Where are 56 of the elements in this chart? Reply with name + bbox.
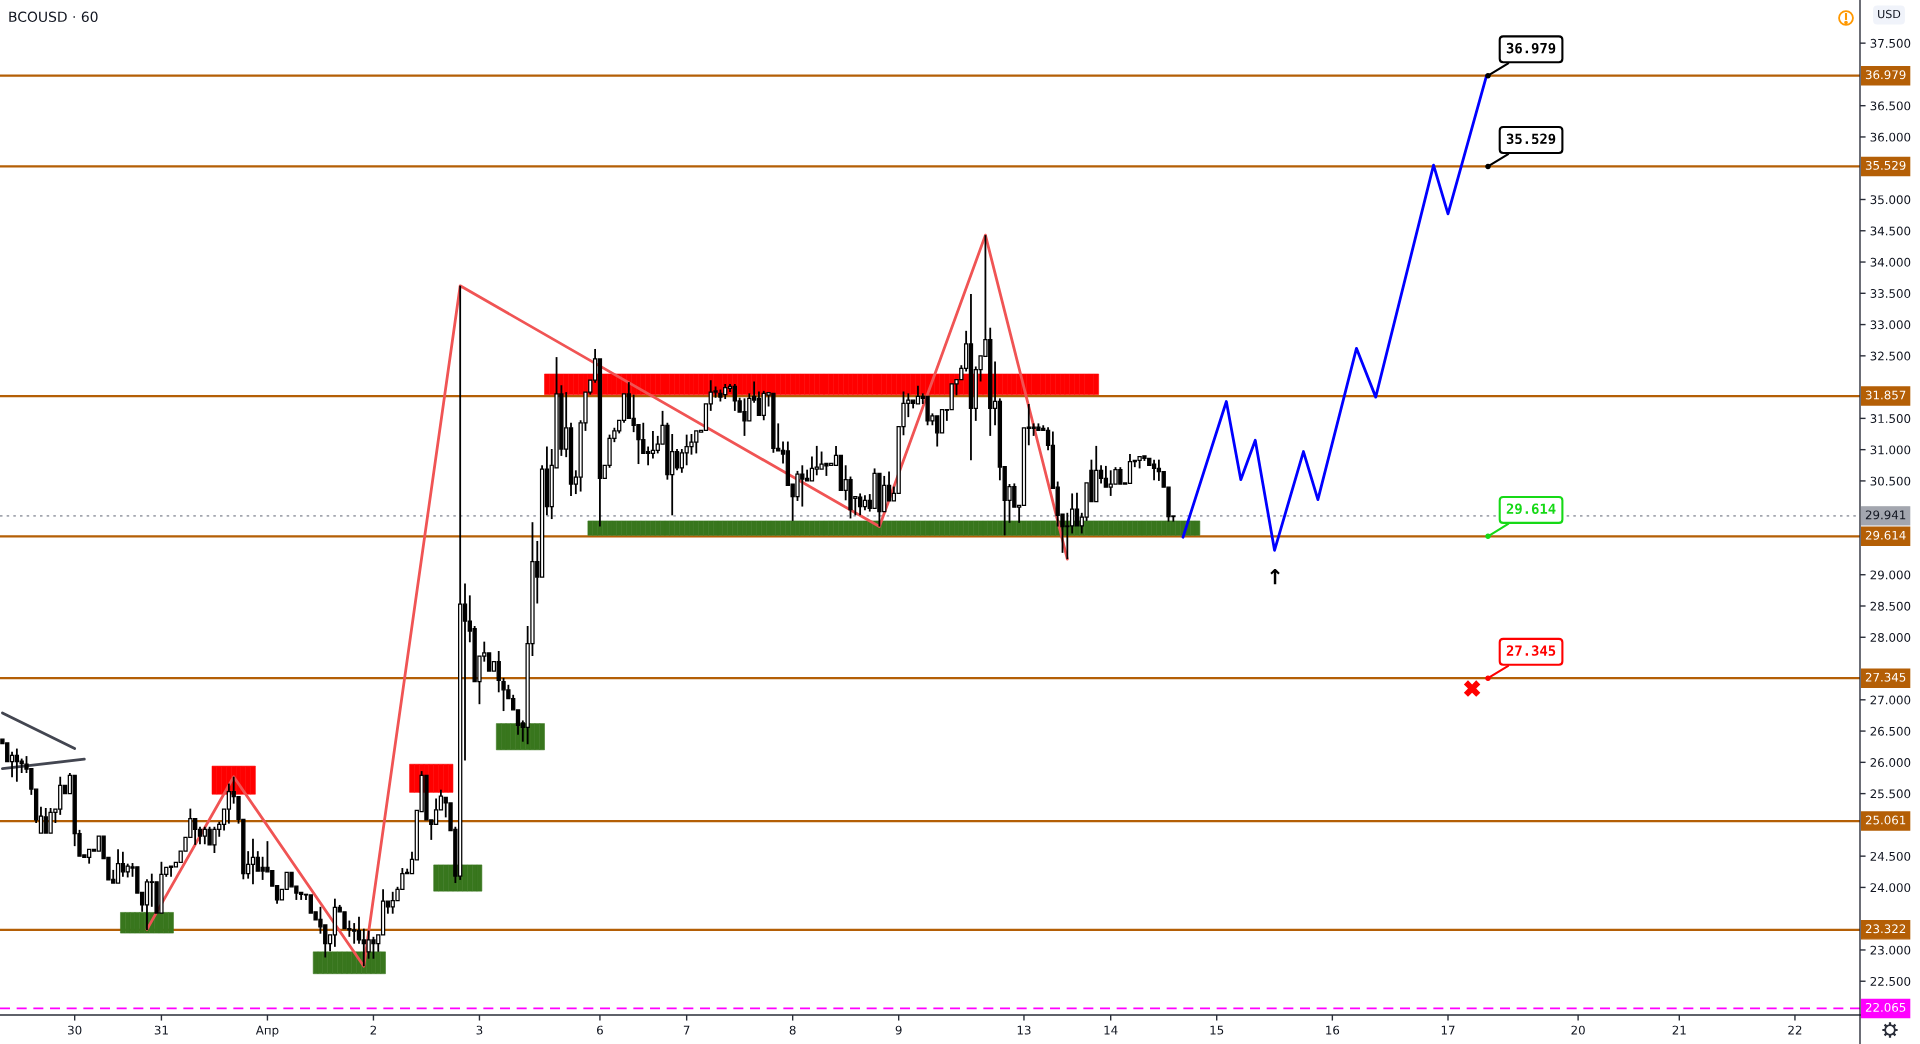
- y-tick-label: 25.500: [1870, 789, 1911, 799]
- ref-line-label: 23.322: [1865, 924, 1906, 934]
- x-tick-label: 2: [370, 1025, 377, 1035]
- annotation: 35.529: [1506, 133, 1556, 145]
- x-tick-label: 8: [789, 1025, 796, 1035]
- y-tick-label: 35.000: [1870, 195, 1911, 205]
- y-tick-label: 33.500: [1870, 289, 1911, 298]
- ref-line-label: 27.345: [1865, 672, 1906, 682]
- ref-line-label: 22.065: [1865, 1002, 1906, 1012]
- y-tick-label: 28.500: [1870, 601, 1911, 611]
- y-tick-label: 30.500: [1870, 476, 1911, 486]
- y-tick-label: 27.000: [1870, 695, 1911, 705]
- x-tick-label: Апр: [255, 1025, 279, 1037]
- y-tick-label: 34.500: [1870, 226, 1911, 236]
- y-tick-label: 33.000: [1870, 320, 1911, 330]
- y-tick-label: 24.000: [1870, 883, 1911, 893]
- ref-line-label: 25.061: [1865, 815, 1906, 825]
- ref-line-label: 36.979: [1865, 70, 1906, 80]
- x-tick-label: 22: [1788, 1025, 1802, 1035]
- y-tick-label: 31.500: [1870, 414, 1911, 424]
- x-tick-label: 30: [68, 1025, 82, 1035]
- y-tick-label: 22.500: [1870, 976, 1911, 986]
- y-tick-label: 31.000: [1870, 445, 1911, 455]
- annotation: 36.979: [1506, 42, 1556, 54]
- x-tick-label: 13: [1017, 1025, 1031, 1035]
- y-axis-title: USD: [1878, 9, 1901, 19]
- x-tick-label: 3: [476, 1025, 483, 1035]
- ref-line-label: 29.941: [1865, 510, 1906, 520]
- annotation: 29.614: [1506, 503, 1556, 515]
- x-tick-label: 6: [596, 1025, 603, 1035]
- text: BCOUSD · 60: [9, 11, 98, 23]
- y-tick-label: 28.000: [1870, 632, 1911, 642]
- y-tick-label: 23.000: [1870, 945, 1911, 955]
- x-tick-label: 21: [1672, 1025, 1686, 1035]
- y-tick-label: 37.500: [1870, 38, 1911, 48]
- x-tick-label: 20: [1571, 1025, 1585, 1035]
- x-tick-label: 17: [1441, 1025, 1455, 1035]
- x-tick-label: 7: [683, 1025, 690, 1035]
- ref-line-label: 35.529: [1865, 160, 1906, 170]
- x-tick-label: 9: [895, 1025, 902, 1035]
- x-tick-label: 15: [1210, 1025, 1224, 1035]
- y-tick-label: 29.000: [1870, 570, 1911, 580]
- y-tick-label: 24.500: [1870, 851, 1911, 861]
- y-tick-label: 32.500: [1870, 351, 1911, 361]
- ref-line-label: 31.857: [1865, 390, 1906, 400]
- ref-line-label: 29.614: [1865, 530, 1906, 540]
- annotation: ↑: [1270, 569, 1280, 585]
- y-tick-label: 36.500: [1870, 101, 1911, 111]
- x-tick-label: 14: [1104, 1025, 1118, 1035]
- x-tick-label: 16: [1326, 1025, 1340, 1035]
- y-tick-label: 36.000: [1870, 132, 1911, 142]
- x-tick-label: 31: [154, 1025, 168, 1035]
- y-tick-label: 26.000: [1870, 758, 1911, 767]
- annotation: 27.345: [1506, 645, 1556, 656]
- y-tick-label: 26.500: [1870, 726, 1911, 736]
- y-tick-label: 34.000: [1870, 257, 1911, 267]
